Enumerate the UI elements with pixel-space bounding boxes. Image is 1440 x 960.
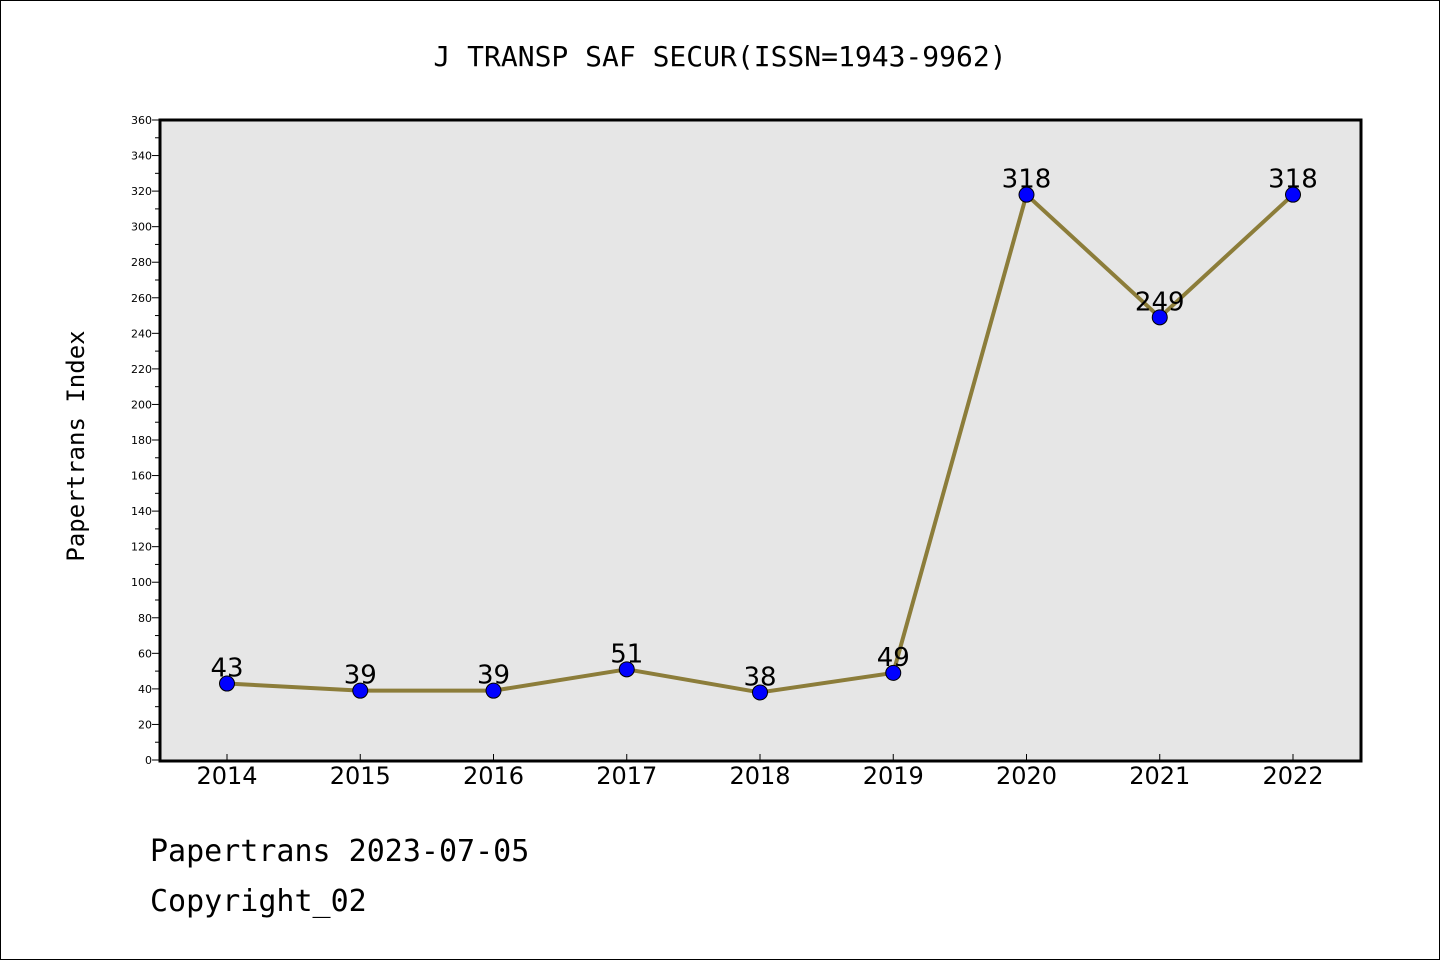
y-tick-label: 100 <box>131 576 152 589</box>
data-point <box>352 682 369 699</box>
x-axis: 2014 2015 2016 2017 2018 2019 2020 2021 2022 <box>196 754 1324 790</box>
y-tick-label: 240 <box>131 327 152 340</box>
y-tick-label: 160 <box>131 470 152 483</box>
y-tick-label: 60 <box>138 647 152 660</box>
data-point <box>885 664 902 681</box>
x-tick-label: 2019 <box>863 762 924 790</box>
x-tick-label: 2022 <box>1262 762 1323 790</box>
y-tick-label: 340 <box>131 150 152 163</box>
y-tick-label: 200 <box>131 398 152 411</box>
x-tick-label: 2017 <box>596 762 657 790</box>
y-tick-label: 320 <box>131 185 152 198</box>
y-tick-label: 80 <box>138 612 152 625</box>
data-label: 51 <box>610 639 643 669</box>
x-tick-label: 2015 <box>330 762 391 790</box>
y-tick-label: 0 <box>145 754 152 767</box>
y-tick-label: 360 <box>131 114 152 127</box>
x-tick-label: 2020 <box>996 762 1057 790</box>
data-label: 318 <box>1268 165 1318 195</box>
data-label: 49 <box>877 643 910 673</box>
y-axis: 0 20 40 60 80 100 120 140 160 180 200 220 240 260 280 3… <box>131 114 160 767</box>
x-tick-label: 2014 <box>196 762 257 790</box>
y-tick-label: 120 <box>131 541 152 554</box>
footer-date: Papertrans 2023-07-05 <box>150 834 530 869</box>
data-label: 318 <box>1002 165 1052 195</box>
y-tick-label: 300 <box>131 221 152 234</box>
plot-area <box>158 118 1363 763</box>
data-point <box>1285 186 1301 203</box>
data-point <box>219 675 235 692</box>
chart-title: J TRANSP SAF SECUR(ISSN=1943-9962) <box>433 40 1006 73</box>
data-point <box>752 684 768 701</box>
data-point <box>485 682 502 699</box>
data-label: 249 <box>1135 287 1185 317</box>
y-tick-label: 280 <box>131 256 152 269</box>
y-tick-label: 20 <box>138 718 152 731</box>
x-tick-label: 2018 <box>729 762 790 790</box>
series-layer: 43 39 39 51 38 49 318 249 318 <box>210 165 1318 701</box>
y-tick-label: 140 <box>131 505 152 518</box>
y-tick-label: 40 <box>138 683 152 696</box>
x-tick-label: 2021 <box>1129 762 1190 790</box>
x-tick-label: 2016 <box>463 762 524 790</box>
data-label: 43 <box>210 654 243 684</box>
data-label: 39 <box>477 661 510 691</box>
data-label: 38 <box>743 662 776 692</box>
data-point <box>618 661 635 678</box>
y-tick-label: 180 <box>131 434 152 447</box>
data-point <box>1151 309 1168 326</box>
data-label: 39 <box>344 661 377 691</box>
data-point <box>1018 186 1035 203</box>
y-tick-label: 220 <box>131 363 152 376</box>
footer-copyright: Copyright_02 <box>150 884 367 919</box>
y-axis-label: Papertrans Index <box>62 330 90 561</box>
y-tick-label: 260 <box>131 292 152 305</box>
